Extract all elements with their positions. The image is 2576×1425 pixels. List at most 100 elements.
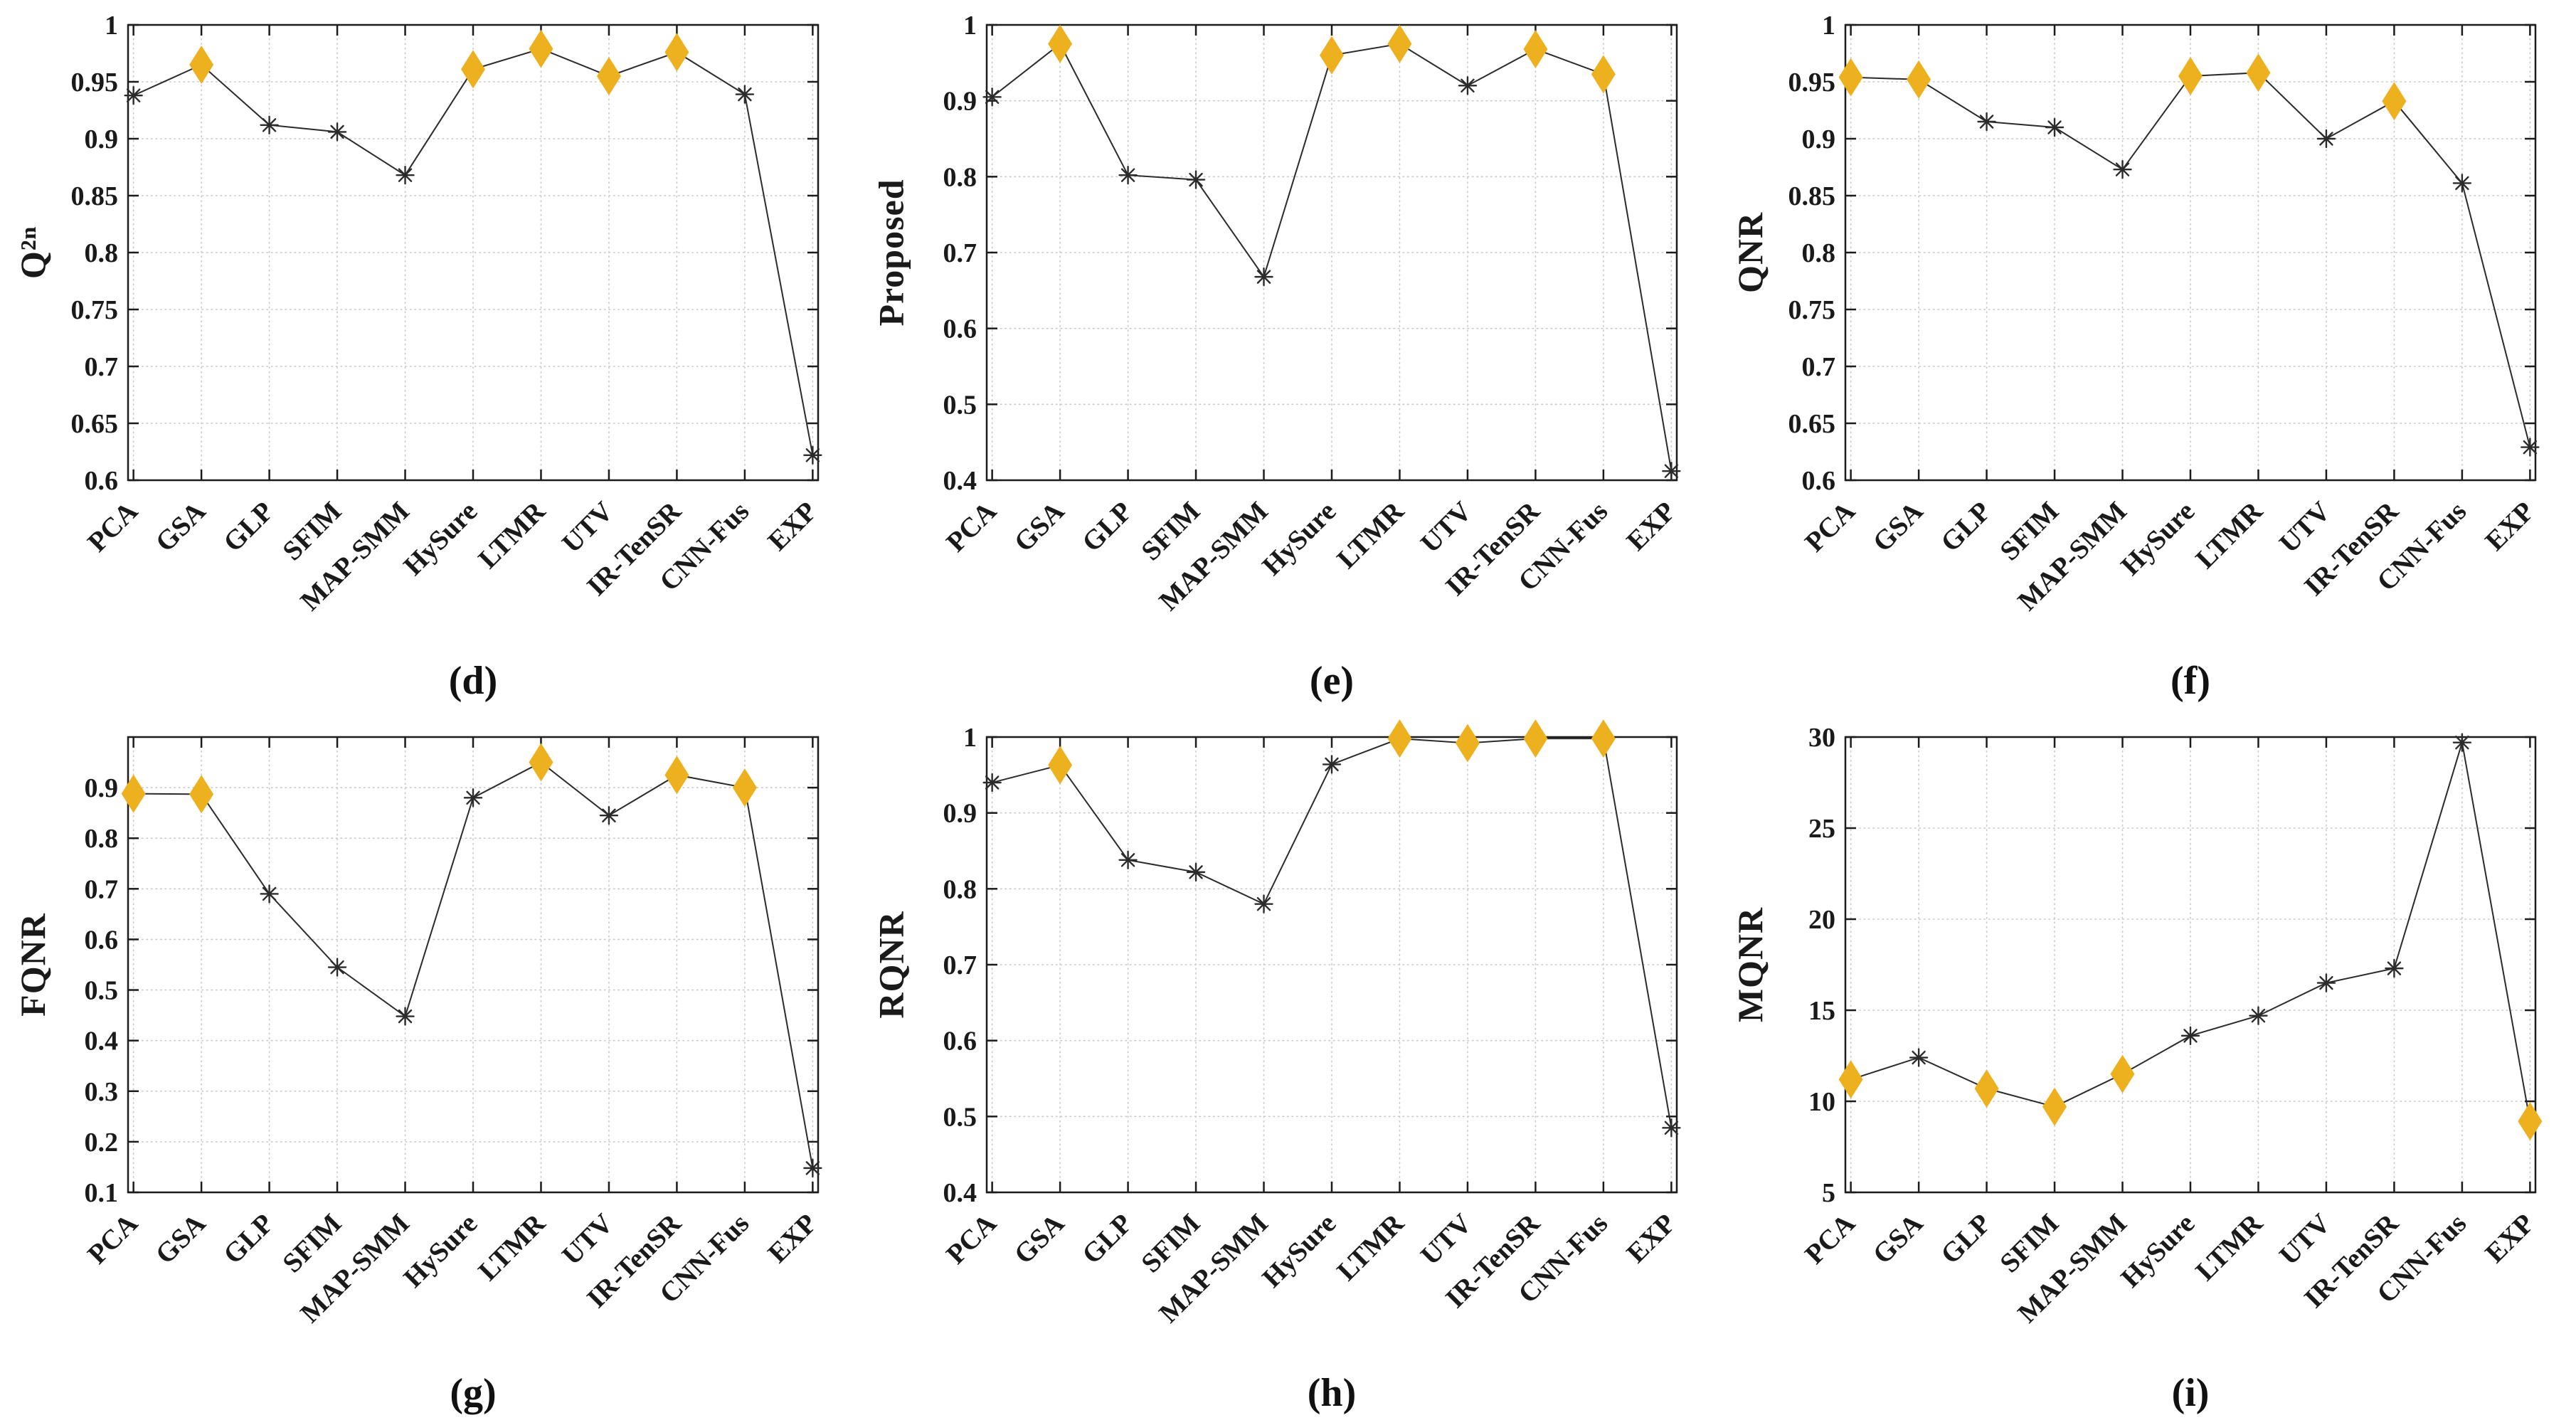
y-axis-label: QNR	[1730, 211, 1771, 294]
svg-text:0.2: 0.2	[85, 1128, 119, 1158]
svg-text:GSA: GSA	[149, 1208, 211, 1270]
svg-text:10: 10	[1808, 1087, 1835, 1117]
svg-text:20: 20	[1808, 905, 1835, 935]
svg-text:HySure: HySure	[1256, 1208, 1342, 1293]
svg-text:0.8: 0.8	[943, 874, 977, 904]
svg-text:PCA: PCA	[82, 1208, 144, 1270]
svg-text:UTV: UTV	[2274, 1208, 2337, 1271]
svg-text:HySure: HySure	[1256, 496, 1342, 581]
panel-caption: (h)	[1307, 1371, 1357, 1415]
svg-text:EXP: EXP	[2479, 1208, 2540, 1269]
svg-text:0.9: 0.9	[943, 799, 977, 829]
svg-text:0.9: 0.9	[943, 87, 977, 117]
chart-panel-i: 5 10 15 20 25 30 PCA GSA GLP SFIM MAP-SMM HySure LTM…	[1717, 712, 2576, 1425]
svg-text:0.65: 0.65	[71, 409, 119, 439]
svg-text:LTMR: LTMR	[472, 495, 551, 574]
svg-text:1: 1	[105, 11, 118, 41]
svg-text:0.6: 0.6	[85, 925, 119, 955]
svg-text:0.75: 0.75	[1788, 295, 1836, 325]
svg-text:UTV: UTV	[2274, 496, 2337, 559]
svg-text:0.7: 0.7	[943, 950, 977, 980]
y-axis-label: Q²ⁿ	[13, 226, 53, 280]
svg-text:0.8: 0.8	[1802, 238, 1836, 268]
panel-caption: (g)	[450, 1371, 497, 1415]
y-axis-label: FQNR	[13, 913, 53, 1017]
svg-text:UTV: UTV	[556, 496, 620, 559]
y-axis-label: RQNR	[871, 911, 911, 1019]
svg-text:0.7: 0.7	[943, 238, 977, 268]
svg-text:GLP: GLP	[218, 1208, 280, 1270]
svg-text:0.5: 0.5	[943, 390, 977, 420]
y-axis-label: Proposed	[871, 179, 912, 327]
svg-text:15: 15	[1808, 996, 1835, 1026]
svg-text:0.4: 0.4	[943, 466, 977, 496]
svg-text:LTMR: LTMR	[1331, 1207, 1410, 1286]
svg-text:5: 5	[1822, 1178, 1835, 1208]
chart-panel-d: 0.6 0.65 0.7 0.75 0.8 0.85 0.9 0.95 1 PCA GSA GLP SF…	[0, 0, 859, 712]
svg-text:0.65: 0.65	[1788, 409, 1836, 439]
svg-text:0.5: 0.5	[943, 1102, 977, 1132]
svg-text:EXP: EXP	[1621, 1208, 1682, 1269]
svg-text:GLP: GLP	[1076, 496, 1138, 558]
svg-text:0.6: 0.6	[1802, 466, 1836, 496]
svg-text:0.9: 0.9	[1802, 125, 1836, 154]
svg-text:0.1: 0.1	[85, 1178, 119, 1208]
svg-text:0.7: 0.7	[85, 874, 119, 904]
svg-text:PCA: PCA	[940, 1208, 1002, 1270]
svg-text:GLP: GLP	[1935, 1208, 1997, 1270]
svg-text:GSA: GSA	[149, 496, 211, 558]
svg-text:PCA: PCA	[1799, 496, 1861, 558]
svg-text:0.4: 0.4	[943, 1178, 977, 1208]
svg-text:0.7: 0.7	[1802, 352, 1836, 382]
svg-text:UTV: UTV	[1415, 1208, 1478, 1271]
svg-text:GSA: GSA	[1008, 1208, 1070, 1270]
chart-panel-e: 0.4 0.5 0.6 0.7 0.8 0.9 1 PCA GSA GLP SFIM MAP-SMM H…	[859, 0, 1717, 712]
svg-text:PCA: PCA	[82, 496, 144, 558]
svg-text:0.9: 0.9	[85, 773, 119, 803]
svg-text:0.8: 0.8	[943, 162, 977, 192]
panel-caption: (i)	[2171, 1371, 2210, 1415]
svg-text:GSA: GSA	[1867, 496, 1929, 558]
svg-text:1: 1	[1822, 11, 1835, 41]
svg-text:PCA: PCA	[1799, 1208, 1861, 1270]
svg-text:UTV: UTV	[556, 1208, 620, 1271]
svg-text:UTV: UTV	[1415, 496, 1478, 559]
svg-text:LTMR: LTMR	[2190, 495, 2269, 574]
svg-text:30: 30	[1808, 723, 1835, 753]
svg-text:LTMR: LTMR	[472, 1207, 551, 1286]
panel-caption: (d)	[448, 659, 498, 703]
svg-text:GLP: GLP	[218, 496, 280, 558]
chart-panel-h: 0.4 0.5 0.6 0.7 0.8 0.9 1 PCA GSA GLP SFIM MAP-SMM H…	[859, 712, 1717, 1425]
svg-text:0.6: 0.6	[85, 466, 119, 496]
svg-text:PCA: PCA	[940, 496, 1002, 558]
svg-text:GLP: GLP	[1935, 496, 1997, 558]
svg-text:0.8: 0.8	[85, 238, 119, 268]
svg-text:0.4: 0.4	[85, 1027, 119, 1056]
chart-panel-f: 0.6 0.65 0.7 0.75 0.8 0.85 0.9 0.95 1 PCA GSA GLP SF…	[1717, 0, 2576, 712]
svg-text:0.85: 0.85	[1788, 181, 1836, 211]
svg-text:HySure: HySure	[398, 496, 483, 581]
svg-text:HySure: HySure	[2115, 1208, 2200, 1293]
svg-text:0.85: 0.85	[71, 181, 119, 211]
svg-text:GLP: GLP	[1076, 1208, 1138, 1270]
svg-text:0.5: 0.5	[85, 976, 119, 1006]
chart-panel-g: 0.1 0.2 0.3 0.4 0.5 0.6 0.7 0.8 0.9 PCA GSA GLP SFIM…	[0, 712, 859, 1425]
svg-text:0.6: 0.6	[943, 1027, 977, 1056]
svg-text:0.95: 0.95	[1788, 68, 1836, 97]
panel-caption: (e)	[1309, 659, 1355, 703]
svg-text:0.9: 0.9	[85, 125, 119, 154]
svg-text:HySure: HySure	[2115, 496, 2200, 581]
panel-caption: (f)	[2170, 659, 2210, 703]
svg-text:0.3: 0.3	[85, 1077, 119, 1107]
svg-text:GSA: GSA	[1867, 1208, 1929, 1270]
svg-text:25: 25	[1808, 814, 1835, 844]
svg-text:0.75: 0.75	[71, 295, 119, 325]
svg-text:LTMR: LTMR	[1331, 495, 1410, 574]
svg-text:EXP: EXP	[762, 496, 823, 557]
